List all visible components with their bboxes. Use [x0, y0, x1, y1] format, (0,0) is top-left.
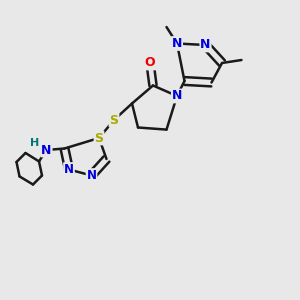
Text: N: N — [172, 89, 182, 103]
Text: O: O — [145, 56, 155, 70]
Text: N: N — [41, 143, 52, 157]
Text: S: S — [94, 131, 103, 145]
Text: S: S — [110, 113, 118, 127]
Text: H: H — [30, 137, 39, 148]
Text: N: N — [64, 163, 74, 176]
Text: N: N — [86, 169, 97, 182]
Text: N: N — [172, 37, 182, 50]
Text: N: N — [200, 38, 211, 52]
